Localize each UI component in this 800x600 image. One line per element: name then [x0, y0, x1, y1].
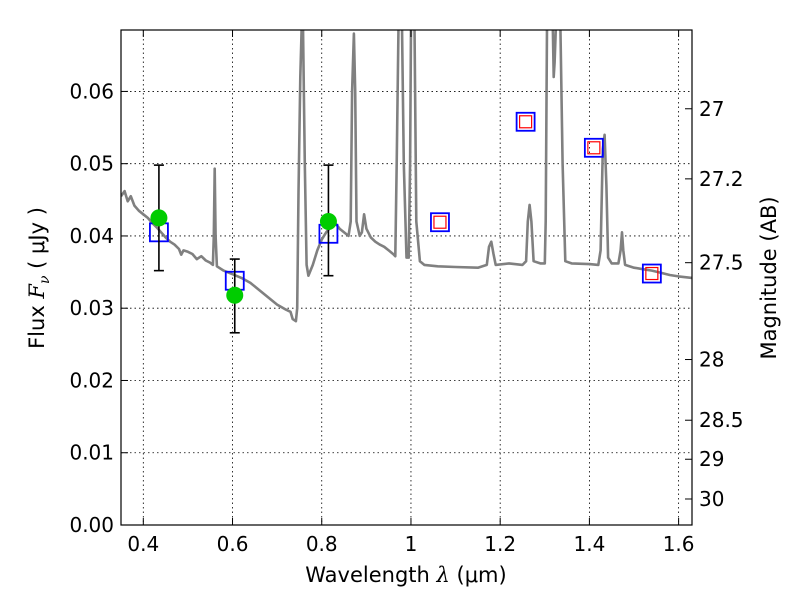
plot-frame — [120, 29, 693, 526]
y-tick-label: 0.06 — [69, 79, 114, 103]
x-tick-label: 1.6 — [663, 532, 695, 556]
model-photometry-square — [515, 111, 536, 132]
y-tick-label: 0.04 — [69, 224, 114, 248]
observed-photometry-square — [519, 115, 533, 129]
x-tick-label: 0.6 — [217, 532, 249, 556]
model-photometry-square — [641, 263, 662, 284]
y-tick-label: 0.03 — [69, 296, 114, 320]
axis-ticks: 0.4 0.6 0.8 1 1.2 1.4 1.6 0.00 0.01 0.02 0.03 0.04 0… — [69, 30, 744, 556]
right-tick-label: 28 — [699, 348, 724, 372]
model-photometry-square — [583, 137, 604, 158]
right-tick-label: 28.5 — [699, 408, 744, 432]
x-tick-label: 0.8 — [306, 532, 338, 556]
y-axis-label: Flux Fν ( μJy ) — [25, 207, 53, 349]
x-tick-label: 1.2 — [484, 532, 516, 556]
x-tick-label: 1 — [405, 532, 418, 556]
right-tick-label: 27 — [699, 97, 724, 121]
observed-photometry-square — [587, 141, 601, 155]
y-tick-label: 0.01 — [69, 441, 114, 465]
grid-lines — [121, 30, 692, 526]
right-tick-label: 30 — [699, 487, 724, 511]
observed-photometry-point — [319, 212, 337, 230]
x-tick-label: 0.4 — [127, 532, 159, 556]
right-tick-label: 29 — [699, 447, 724, 471]
plot-area — [121, 30, 692, 334]
right-tick-label: 27.2 — [699, 167, 744, 191]
observed-photometry-point — [150, 209, 168, 227]
observed-photometry-point — [226, 286, 244, 304]
y-tick-label: 0.00 — [69, 513, 114, 537]
spectrum-line — [121, 30, 692, 323]
x-axis-label: Wavelength λ (μm) — [305, 563, 506, 587]
x-tick-label: 1.4 — [573, 532, 605, 556]
observed-photometry-square — [433, 215, 447, 229]
right-axis-label: Magnitude (AB) — [757, 196, 781, 359]
model-photometry-square — [430, 212, 450, 233]
y-tick-label: 0.02 — [69, 368, 114, 392]
right-tick-label: 27.5 — [699, 251, 744, 275]
y-tick-label: 0.05 — [69, 152, 114, 176]
observed-photometry-square — [645, 266, 659, 281]
